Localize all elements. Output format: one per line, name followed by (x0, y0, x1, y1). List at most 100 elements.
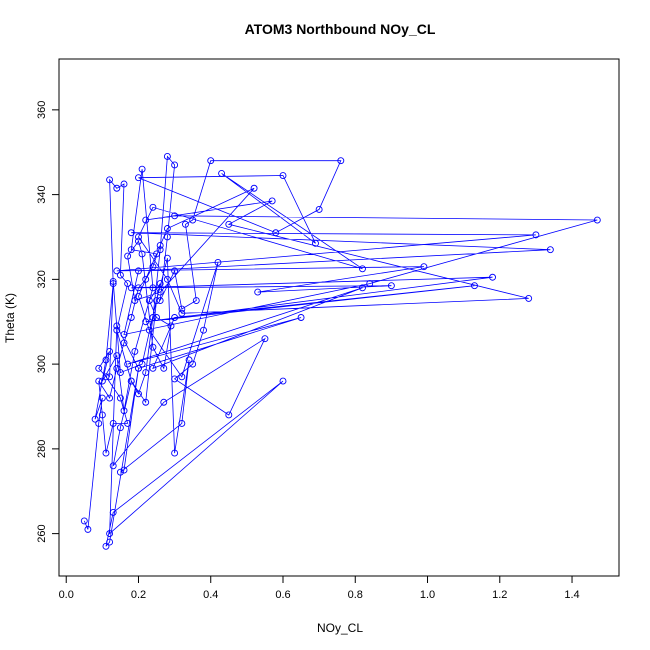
data-point (116, 394, 124, 402)
data-point (145, 297, 153, 304)
data-point (225, 220, 233, 228)
series-line (83, 155, 598, 547)
data-point (532, 231, 540, 239)
data-point (366, 280, 374, 288)
data-point (297, 314, 305, 321)
data-point (337, 157, 345, 165)
x-tick-label: 1.2 (492, 589, 507, 601)
data-point (156, 297, 164, 304)
data-point (113, 322, 121, 330)
data-point (102, 542, 110, 550)
data-point (149, 263, 157, 271)
data-point (142, 398, 150, 406)
data-point (106, 347, 114, 355)
data-point (135, 237, 142, 245)
data-point (127, 229, 135, 237)
data-point (149, 314, 157, 321)
x-tick-label: 0.0 (59, 589, 74, 601)
data-point (163, 275, 171, 283)
data-point (109, 280, 117, 288)
y-tick-label: 260 (36, 524, 48, 542)
data-point (200, 326, 207, 334)
data-point (135, 267, 142, 275)
data-point (142, 369, 150, 377)
data-point (153, 250, 160, 258)
data-point (192, 297, 200, 304)
data-point (135, 174, 142, 182)
data-point (131, 347, 139, 355)
data-point (135, 292, 142, 300)
data-point (98, 377, 106, 385)
data-point (106, 176, 114, 184)
data-point (109, 508, 117, 516)
data-point (116, 369, 124, 377)
data-point (120, 466, 128, 474)
data-point (120, 180, 128, 188)
data-point (189, 216, 197, 224)
data-point (593, 216, 601, 224)
data-point (127, 314, 135, 321)
data-point (171, 161, 179, 169)
y-axis: 260 280 300 320 340 360 (36, 101, 60, 543)
data-point (124, 252, 132, 260)
data-point (163, 233, 171, 241)
data-point (113, 364, 121, 372)
data-point (106, 373, 114, 381)
data-point (189, 360, 197, 368)
data-point (124, 280, 132, 288)
data-point (546, 246, 554, 254)
data-point (135, 284, 142, 292)
data-point (120, 407, 128, 415)
data-point (167, 322, 175, 330)
data-point (178, 373, 186, 381)
data-point (225, 411, 233, 419)
data-point (149, 364, 157, 372)
data-point (156, 288, 164, 296)
data-point (127, 246, 135, 254)
data-point (127, 377, 135, 385)
data-point (214, 258, 222, 266)
data-point (420, 263, 428, 271)
data-point (102, 373, 110, 381)
data-point (120, 331, 128, 338)
data-point (171, 375, 179, 383)
data-point (359, 265, 366, 273)
data-point (124, 360, 132, 368)
data-point (178, 419, 186, 427)
data-point (109, 419, 117, 427)
data-point (171, 314, 179, 321)
data-point (84, 525, 92, 533)
data-point (359, 284, 366, 292)
data-point (160, 364, 168, 372)
y-axis-label: Theta (K) (3, 293, 17, 343)
data-point (156, 242, 164, 249)
data-point (116, 271, 124, 279)
data-point (106, 394, 114, 402)
y-tick-label: 320 (36, 270, 48, 288)
data-point (182, 220, 189, 228)
data-point (142, 216, 150, 224)
data-point (135, 233, 142, 241)
data-point (102, 356, 110, 364)
data-point (153, 297, 160, 304)
plot-frame (58, 58, 620, 577)
data-point (279, 172, 287, 179)
data-point (156, 280, 164, 288)
data-point (178, 309, 186, 317)
data-point (279, 377, 287, 385)
data-point (109, 278, 117, 285)
y-tick-label: 360 (36, 101, 48, 119)
data-point (113, 326, 121, 334)
data-layer (80, 153, 601, 550)
data-point (163, 153, 171, 160)
data-point (106, 530, 114, 538)
data-point (142, 275, 150, 283)
data-point (471, 282, 478, 290)
data-point (312, 239, 319, 247)
x-tick-label: 1.4 (564, 589, 579, 601)
data-point (254, 288, 262, 296)
x-tick-label: 0.6 (275, 589, 290, 601)
data-point (272, 229, 280, 237)
data-point (171, 212, 179, 220)
